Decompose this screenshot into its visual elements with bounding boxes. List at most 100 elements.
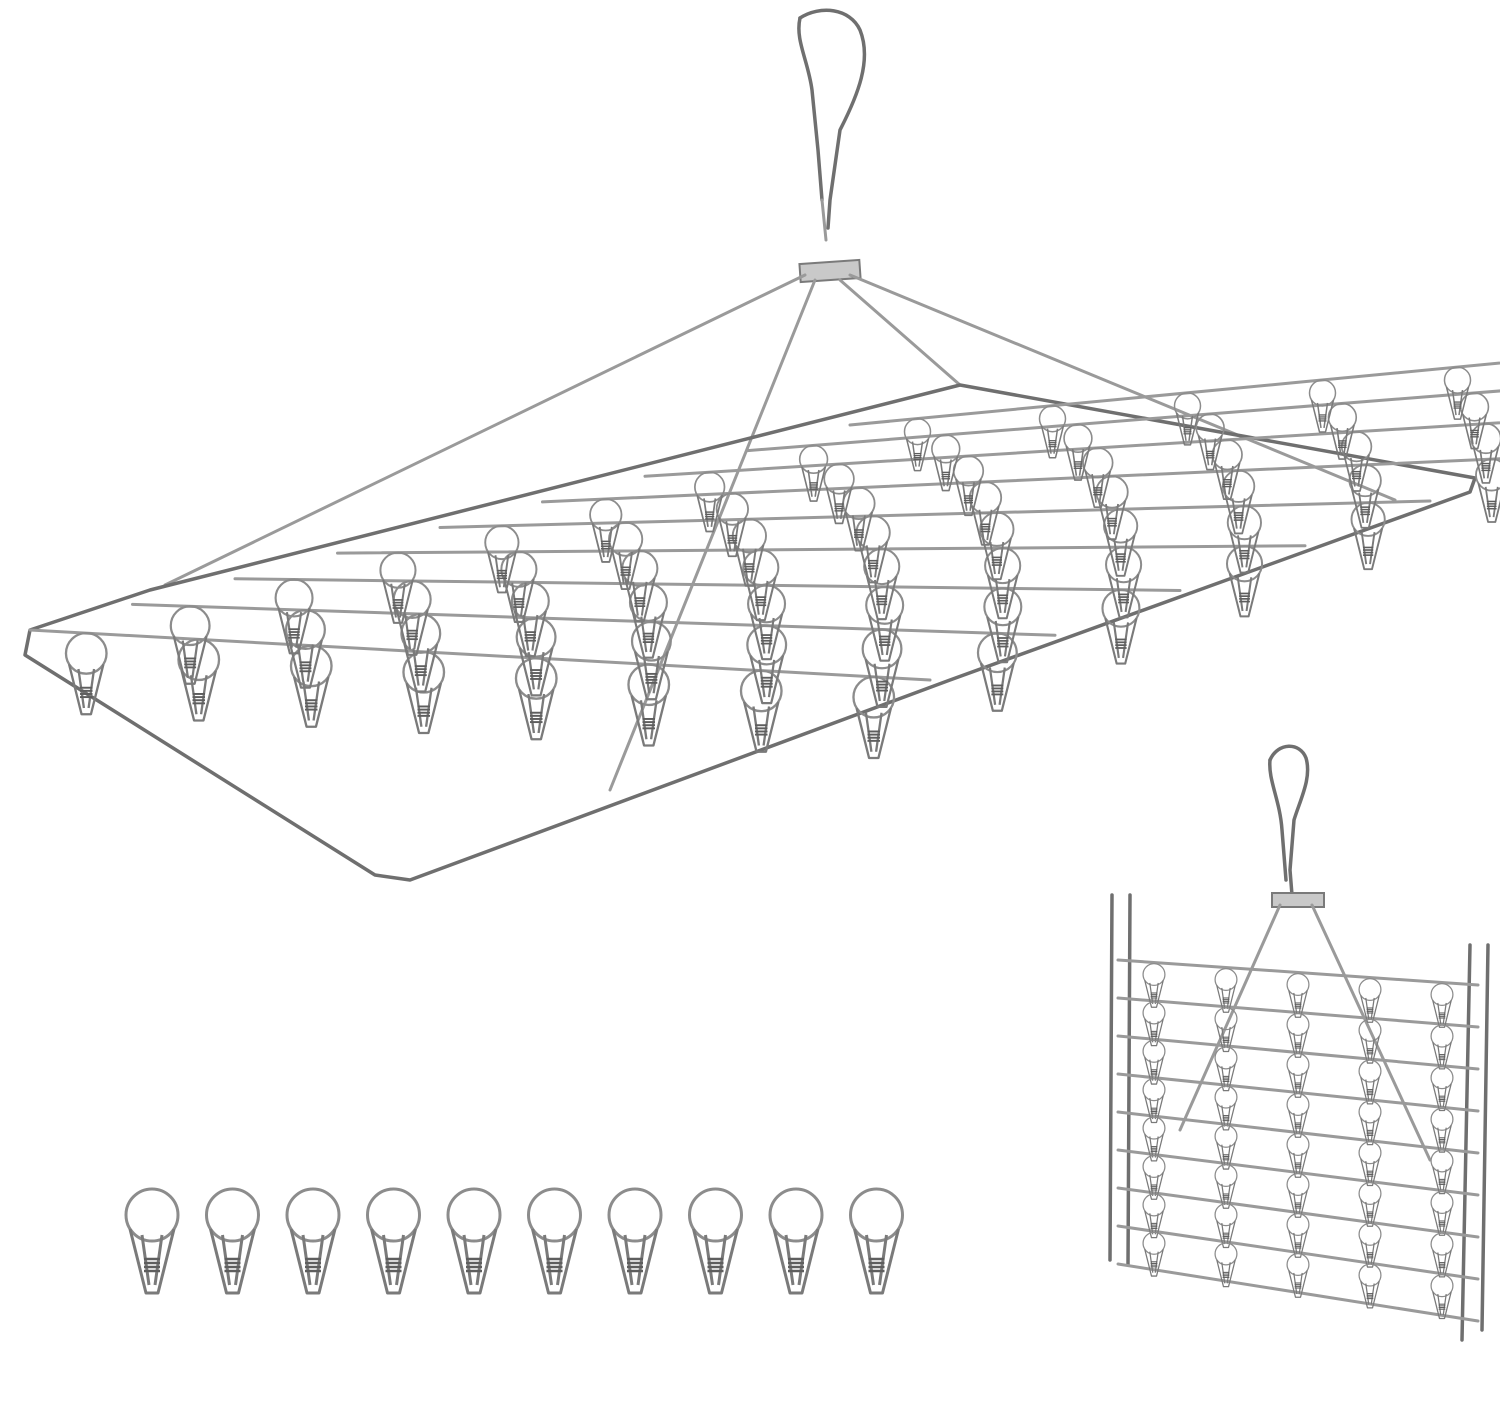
row-bar	[848, 361, 1500, 427]
clip-spring	[1438, 1095, 1446, 1102]
clip	[1226, 505, 1262, 574]
clip-spring	[1239, 549, 1250, 560]
clip-spring	[1118, 593, 1129, 604]
clip-spring	[879, 635, 891, 646]
clip	[798, 444, 829, 502]
clip-spring	[868, 1257, 885, 1273]
clip	[124, 1187, 180, 1295]
main-rack-support-wires	[163, 273, 1397, 792]
clip-spring	[755, 724, 768, 736]
clip	[694, 471, 726, 533]
clip-spring	[299, 661, 312, 673]
clip-spring	[1222, 479, 1232, 488]
clip-spring	[1438, 1262, 1446, 1269]
clip	[169, 605, 211, 685]
clip-spring	[854, 529, 864, 538]
clip	[1142, 1116, 1166, 1162]
clip	[1225, 545, 1264, 618]
folded-row-bar	[1116, 1110, 1480, 1155]
clip	[1358, 1141, 1382, 1187]
row-bar	[541, 457, 1500, 504]
clip	[621, 549, 659, 623]
clip	[1101, 588, 1141, 665]
clip-spring	[760, 634, 773, 645]
clip	[1430, 1149, 1454, 1195]
folded-rack-clips	[1142, 962, 1454, 1320]
clip-spring	[80, 686, 93, 699]
clip	[1430, 1066, 1454, 1112]
row-bar	[438, 499, 1432, 529]
clip	[849, 1187, 904, 1295]
clip-spring	[868, 559, 879, 570]
clip	[968, 481, 1003, 546]
clip-spring	[1222, 1193, 1230, 1200]
folded-row-bar	[1116, 1034, 1480, 1071]
clip	[1286, 1172, 1310, 1218]
clip-spring	[744, 563, 755, 573]
folded-rack-hook	[1268, 744, 1310, 897]
clip-spring	[1150, 1261, 1158, 1268]
clip-spring	[1048, 440, 1057, 448]
clip	[1214, 1163, 1238, 1209]
folded-row-bar	[1116, 1072, 1480, 1113]
clip-spring	[1366, 1089, 1374, 1096]
folded-row-bar	[1116, 958, 1480, 987]
clip	[1340, 430, 1373, 492]
clip	[1211, 438, 1243, 500]
clip-spring	[305, 1257, 321, 1273]
folded-row-bar	[1116, 1262, 1480, 1323]
clip-spring	[1183, 427, 1192, 435]
clip-spring	[1150, 1069, 1158, 1076]
folded-row-bar	[1116, 1224, 1480, 1281]
clip	[1430, 1190, 1454, 1236]
clip	[1430, 1232, 1454, 1278]
clip-spring	[834, 503, 844, 512]
clip	[1308, 379, 1337, 433]
clip	[865, 585, 905, 662]
clip-spring	[1222, 1232, 1230, 1239]
clip	[952, 455, 985, 517]
clip	[983, 587, 1023, 664]
clip	[1214, 1242, 1238, 1288]
clip-spring	[1222, 1075, 1230, 1082]
clip	[1358, 1018, 1382, 1064]
clip-spring	[642, 718, 655, 730]
clip-spring	[627, 1257, 643, 1273]
clip-spring	[997, 637, 1009, 648]
clip	[903, 417, 932, 472]
clip-spring	[406, 629, 418, 641]
clip-spring	[755, 596, 767, 607]
clip	[1214, 1007, 1238, 1053]
clip-spring	[867, 730, 880, 742]
folded-rack-top-plate	[1271, 892, 1325, 908]
clip	[589, 498, 623, 563]
clip	[1038, 404, 1067, 459]
clip-spring	[1150, 1184, 1158, 1191]
clip	[392, 579, 432, 656]
clip-spring	[1360, 506, 1370, 516]
clip	[1214, 967, 1238, 1013]
clip	[1105, 546, 1143, 619]
clip	[1173, 392, 1202, 446]
clip	[1142, 1193, 1166, 1239]
clip-spring	[1366, 1129, 1374, 1136]
clip-spring	[1222, 1036, 1230, 1043]
clip-spring	[645, 672, 658, 684]
clip	[861, 628, 903, 709]
clip-spring	[1294, 1082, 1302, 1089]
clip-spring	[513, 598, 525, 608]
folded-rack-support-wires	[1178, 903, 1432, 1162]
clip-spring	[707, 1257, 724, 1273]
clip	[366, 1187, 421, 1295]
clip	[379, 551, 417, 624]
clip-spring	[1294, 1202, 1302, 1209]
clip-spring	[1366, 1211, 1374, 1218]
clip	[1103, 508, 1139, 577]
clip	[1142, 1039, 1166, 1085]
clip-spring	[1363, 546, 1374, 556]
clip	[1214, 1203, 1238, 1249]
clip-spring	[1150, 1030, 1158, 1037]
clip-spring	[288, 628, 300, 639]
clip-spring	[414, 665, 427, 677]
